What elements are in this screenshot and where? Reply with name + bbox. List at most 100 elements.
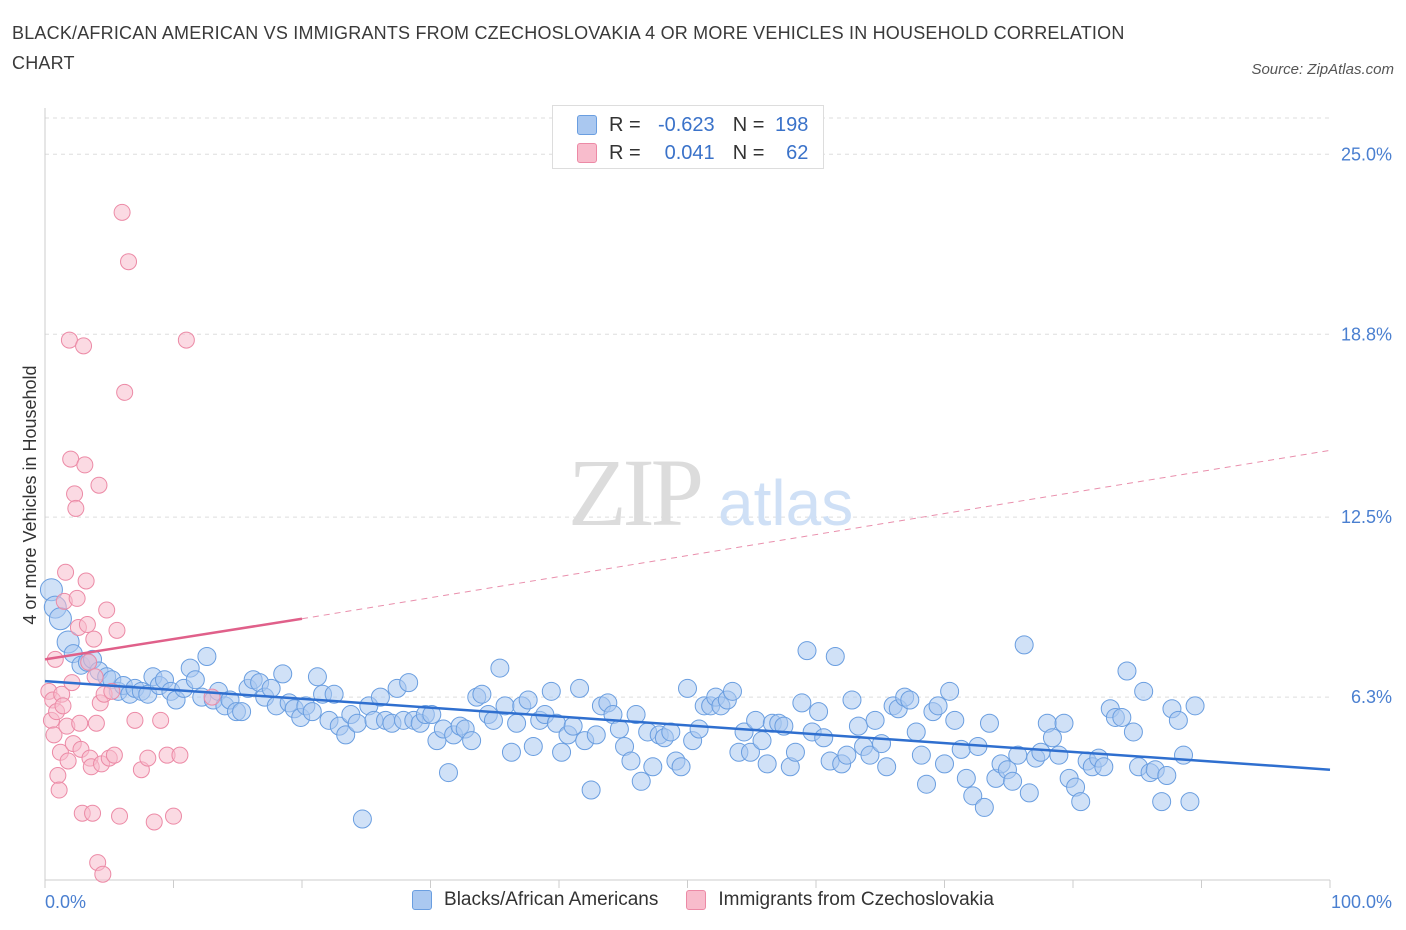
blue-point bbox=[979, 713, 999, 733]
pink-point bbox=[49, 766, 67, 784]
pink-point bbox=[85, 630, 103, 648]
blue-point bbox=[347, 713, 367, 733]
pink-point bbox=[145, 813, 163, 831]
n-value-pink: 62 bbox=[786, 141, 809, 164]
pink-point bbox=[111, 807, 129, 825]
blue-point bbox=[797, 641, 817, 661]
blue-point bbox=[900, 690, 920, 710]
pink-point bbox=[50, 781, 68, 799]
blue-point bbox=[974, 797, 994, 817]
blue-point bbox=[678, 678, 697, 698]
blue-point bbox=[1112, 707, 1132, 727]
blue-point bbox=[1019, 783, 1039, 803]
pink-point bbox=[84, 804, 102, 822]
blue-point bbox=[1157, 765, 1177, 785]
y-tick-label: 18.8% bbox=[1341, 324, 1392, 344]
pink-point bbox=[71, 714, 89, 732]
blue-point bbox=[643, 757, 663, 777]
tick-labels: 6.3% 12.5% 18.8% 25.0% 0.0% 100.0% bbox=[45, 144, 1392, 912]
blue-point bbox=[570, 678, 590, 698]
blue-point bbox=[956, 768, 976, 788]
r-label: R = bbox=[609, 113, 641, 136]
source-credit: Source: ZipAtlas.com bbox=[1251, 61, 1394, 78]
blue-point bbox=[1117, 661, 1137, 681]
r-value-blue: -0.623 bbox=[657, 113, 715, 136]
series-legend: Blacks/African Americans Immigrants from… bbox=[0, 889, 1406, 911]
pink-swatch bbox=[686, 890, 707, 910]
pink-point bbox=[116, 383, 134, 401]
blue-point bbox=[825, 646, 845, 666]
blue-point bbox=[541, 681, 561, 701]
blue-point bbox=[1134, 681, 1154, 701]
pink-point bbox=[94, 865, 112, 883]
blue-point bbox=[814, 728, 834, 748]
watermark: ZIP atlas bbox=[568, 439, 853, 546]
blue-point bbox=[940, 681, 960, 701]
blue-point bbox=[1094, 757, 1114, 777]
blue-point bbox=[917, 774, 937, 794]
pink-point bbox=[171, 746, 189, 764]
blue-point bbox=[586, 725, 606, 745]
pink-point bbox=[54, 697, 72, 715]
blue-point bbox=[1031, 742, 1051, 762]
pink-point bbox=[45, 726, 63, 744]
pink-series bbox=[40, 203, 221, 883]
blue-point bbox=[792, 693, 812, 713]
blue-point bbox=[689, 719, 709, 739]
axes bbox=[44, 108, 1331, 888]
blue-point bbox=[399, 673, 419, 693]
pink-point bbox=[139, 749, 157, 767]
pink-point bbox=[77, 572, 95, 590]
watermark-atlas: atlas bbox=[718, 467, 853, 539]
blue-point bbox=[563, 716, 583, 736]
pink-swatch bbox=[577, 143, 597, 163]
blue-point bbox=[185, 670, 205, 690]
blue-point bbox=[1123, 722, 1143, 742]
pink-point bbox=[68, 589, 86, 607]
blue-point bbox=[842, 690, 862, 710]
n-value-blue: 198 bbox=[775, 113, 809, 136]
pink-point bbox=[78, 616, 96, 634]
pink-trendline bbox=[44, 617, 303, 661]
blue-point bbox=[336, 725, 356, 745]
n-label: N = bbox=[732, 141, 765, 164]
r-value-pink: 0.041 bbox=[664, 141, 715, 164]
blue-point bbox=[722, 681, 742, 701]
blue-point bbox=[837, 745, 857, 765]
blue-point bbox=[860, 745, 880, 765]
pink-point bbox=[165, 807, 182, 825]
blue-point bbox=[273, 664, 293, 684]
blue-point bbox=[307, 667, 327, 687]
pink-point bbox=[90, 476, 108, 494]
pink-point bbox=[75, 337, 93, 355]
blue-swatch bbox=[412, 890, 433, 910]
blue-point bbox=[1152, 792, 1172, 812]
y-tick-label: 25.0% bbox=[1341, 144, 1392, 164]
blue-point bbox=[438, 763, 458, 783]
blue-point bbox=[752, 731, 772, 751]
blue-point bbox=[734, 722, 754, 742]
pink-point bbox=[62, 450, 80, 468]
blue-point bbox=[483, 710, 503, 730]
blue-point bbox=[757, 754, 777, 774]
blue-point bbox=[370, 687, 390, 707]
blue-point bbox=[462, 731, 482, 751]
blue-point bbox=[963, 786, 983, 806]
watermark-zip: ZIP bbox=[568, 439, 701, 546]
pink-point bbox=[76, 456, 94, 474]
pink-point bbox=[59, 752, 77, 770]
blue-point bbox=[552, 742, 572, 762]
blue-point bbox=[609, 719, 629, 739]
blue-point bbox=[809, 702, 829, 722]
chart-title: BLACK/AFRICAN AMERICAN VS IMMIGRANTS FRO… bbox=[12, 23, 1125, 73]
legend-label-blacks: Blacks/African Americans bbox=[444, 889, 659, 910]
blue-point bbox=[1168, 710, 1188, 730]
y-tick-label: 6.3% bbox=[1351, 687, 1392, 707]
blue-point bbox=[261, 678, 281, 698]
legend-item-czech: Immigrants from Czechoslovakia bbox=[686, 889, 994, 911]
blue-point bbox=[581, 780, 601, 800]
blue-point bbox=[661, 722, 681, 742]
legend-label-czech: Immigrants from Czechoslovakia bbox=[718, 889, 994, 910]
blue-swatch bbox=[577, 115, 597, 135]
pink-point bbox=[67, 499, 85, 517]
